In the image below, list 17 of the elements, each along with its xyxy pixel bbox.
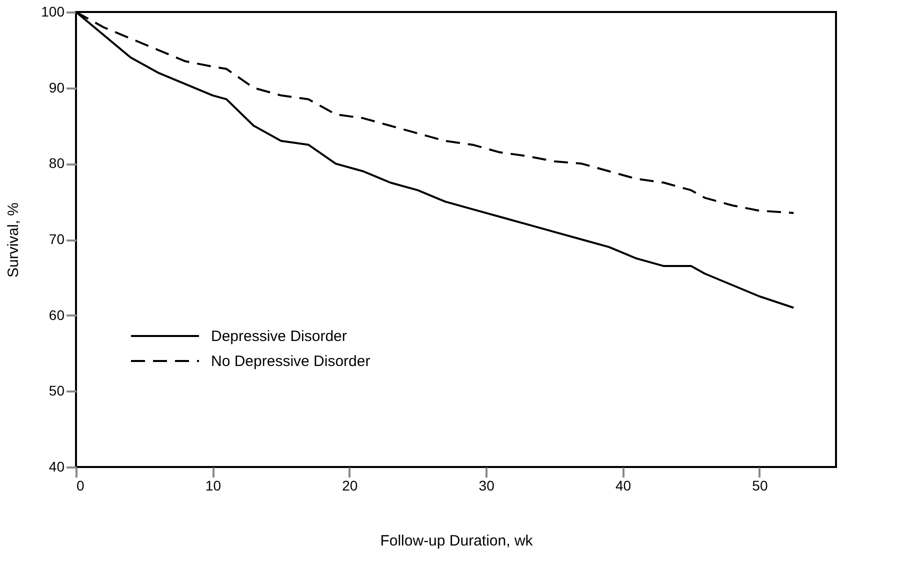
y-tick-label: 60 bbox=[48, 306, 65, 323]
x-tick-label: 40 bbox=[615, 478, 632, 494]
y-tick-label: 40 bbox=[48, 458, 65, 474]
legend-label: Depressive Disorder bbox=[211, 328, 347, 345]
y-tick-label: 70 bbox=[48, 231, 65, 247]
legend-label: No Depressive Disorder bbox=[211, 353, 370, 370]
x-tick-label: 30 bbox=[478, 478, 495, 494]
y-tick-label: 100 bbox=[41, 4, 65, 20]
x-axis-title: Follow-up Duration, wk bbox=[380, 532, 534, 550]
y-axis-title: Survival, % bbox=[5, 202, 22, 278]
x-tick-label: 50 bbox=[752, 478, 768, 494]
y-tick-label: 80 bbox=[48, 155, 65, 172]
x-tick-label: 0 bbox=[76, 478, 84, 494]
x-tick-label: 20 bbox=[342, 478, 358, 494]
y-tick-label: 50 bbox=[48, 382, 65, 399]
y-tick-label: 90 bbox=[48, 79, 65, 96]
x-tick-label: 10 bbox=[205, 478, 222, 494]
